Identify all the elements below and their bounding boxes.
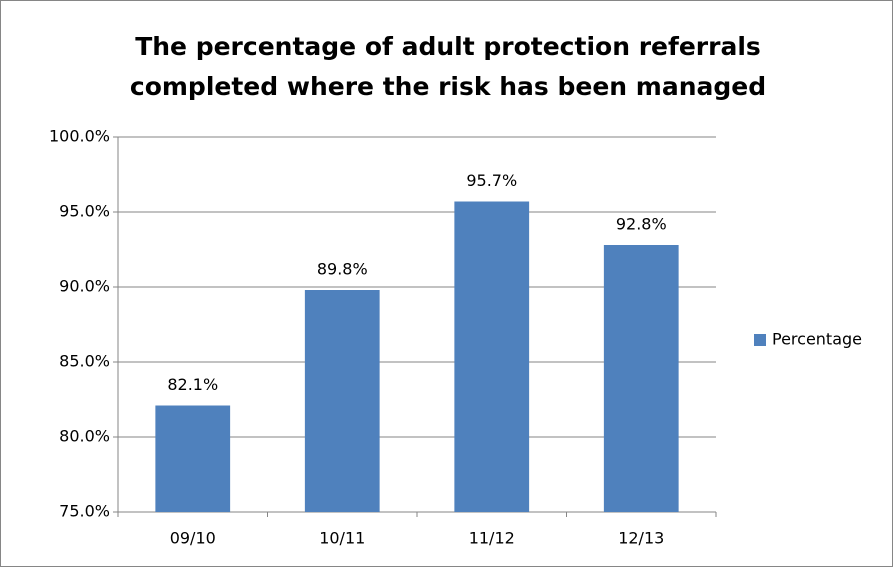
bar bbox=[155, 405, 231, 512]
y-tick-label: 85.0% bbox=[59, 352, 110, 371]
value-label: 82.1% bbox=[167, 375, 218, 394]
legend-label: Percentage bbox=[772, 330, 862, 349]
bar bbox=[304, 290, 380, 512]
y-tick-label: 95.0% bbox=[59, 202, 110, 221]
x-tick-label: 10/11 bbox=[319, 529, 365, 548]
value-label: 92.8% bbox=[616, 215, 667, 234]
y-tick-label: 90.0% bbox=[59, 277, 110, 296]
bar bbox=[603, 245, 679, 512]
chart-title: The percentage of adult protection refer… bbox=[135, 32, 761, 61]
y-tick-label: 80.0% bbox=[59, 427, 110, 446]
x-tick-label: 11/12 bbox=[469, 529, 515, 548]
value-label: 95.7% bbox=[466, 171, 517, 190]
bar bbox=[454, 201, 530, 512]
value-label: 89.8% bbox=[317, 260, 368, 279]
x-tick-label: 12/13 bbox=[618, 529, 664, 548]
y-tick-label: 100.0% bbox=[49, 127, 110, 146]
y-tick-label: 75.0% bbox=[59, 502, 110, 521]
chart-title: completed where the risk has been manage… bbox=[130, 72, 766, 101]
x-tick-label: 09/10 bbox=[170, 529, 216, 548]
legend-swatch bbox=[754, 334, 766, 346]
